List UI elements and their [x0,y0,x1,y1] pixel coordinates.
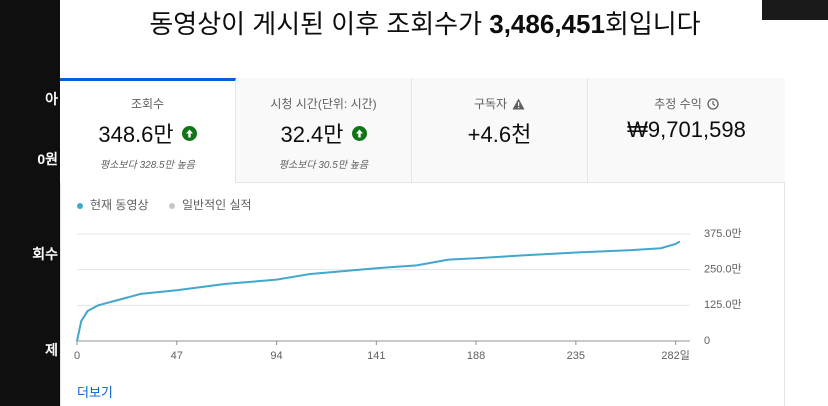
x-tick-label: 47 [171,350,183,362]
metric-label-row: 추정 수익 [588,95,785,112]
metric-card[interactable]: 시청 시간(단위: 시간) 32.4만 평소보다 30.5만 높음 [236,78,412,183]
x-tick-label: 141 [367,350,385,362]
more-link[interactable]: 더보기 [77,385,113,400]
x-tick-label: 94 [270,350,282,362]
x-tick-label: 0 [74,350,80,362]
title-number: 3,486,451 [489,9,605,39]
metric-note: 평소보다 30.5만 높음 [278,160,369,171]
warning-icon [512,98,525,109]
metric-value: 348.6만 [98,122,174,147]
sidebar-text: 제 [45,342,58,358]
metric-label: 추정 수익 [654,97,702,111]
y-tick-label: 250.0만 [704,263,742,276]
clock-icon [707,97,719,110]
metric-value: ₩9,701,598 [627,117,746,142]
legend-marker [77,203,83,209]
up-icon [181,125,197,141]
sidebar-text: 0원 [37,151,58,167]
metric-label-row: 구독자 [412,95,587,112]
x-tick-label: 282일 [661,348,689,362]
title-text: 회입니다 [604,9,701,39]
metric-value: 32.4만 [280,122,344,147]
legend-label: 일반적인 실적 [182,198,252,212]
metric-label: 시청 시간(단위: 시간) [270,97,377,111]
metric-label: 조회수 [130,97,165,111]
legend-marker [169,203,175,209]
video-thumbnail [762,0,828,20]
metric-card[interactable]: 추정 수익 ₩9,701,598 [588,78,785,183]
x-tick-label: 235 [567,350,585,362]
metric-label: 구독자 [473,97,508,111]
x-tick-label: 188 [467,350,485,362]
metric-value: +4.6천 [467,122,532,147]
up-icon [351,125,367,141]
sidebar-text: 아 [45,91,58,107]
y-tick-label: 125.0만 [704,298,742,311]
metric-value-row: 32.4만 [236,117,411,149]
metric-card[interactable]: 구독자 +4.6천 [412,78,588,183]
title-text: 동영상이 게시된 이후 조회수가 [149,9,490,39]
legend-label: 현재 동영상 [90,198,149,212]
y-tick-label: 0 [704,335,710,347]
metric-card[interactable]: 조회수 348.6만 평소보다 328.5만 높음 [60,78,236,183]
metric-value-row: 348.6만 [60,117,235,149]
y-tick-label: 375.0만 [704,227,742,240]
metric-note: 평소보다 328.5만 높음 [100,160,195,171]
title: 동영상이 게시된 이후 조회수가 3,486,451회입니다 [60,4,790,41]
chart: 현재 동영상 일반적인 실적 0 125.0만 250.0만 375.0만 0 47 94 141… [74,198,742,362]
sidebar: 아 0원 회수 제 [0,0,60,406]
sidebar-text: 회수 [32,246,58,262]
line-series [76,240,681,342]
metric-cards: 조회수 348.6만 평소보다 328.5만 높음 시청 시간(단위: 시간) … [60,78,785,183]
